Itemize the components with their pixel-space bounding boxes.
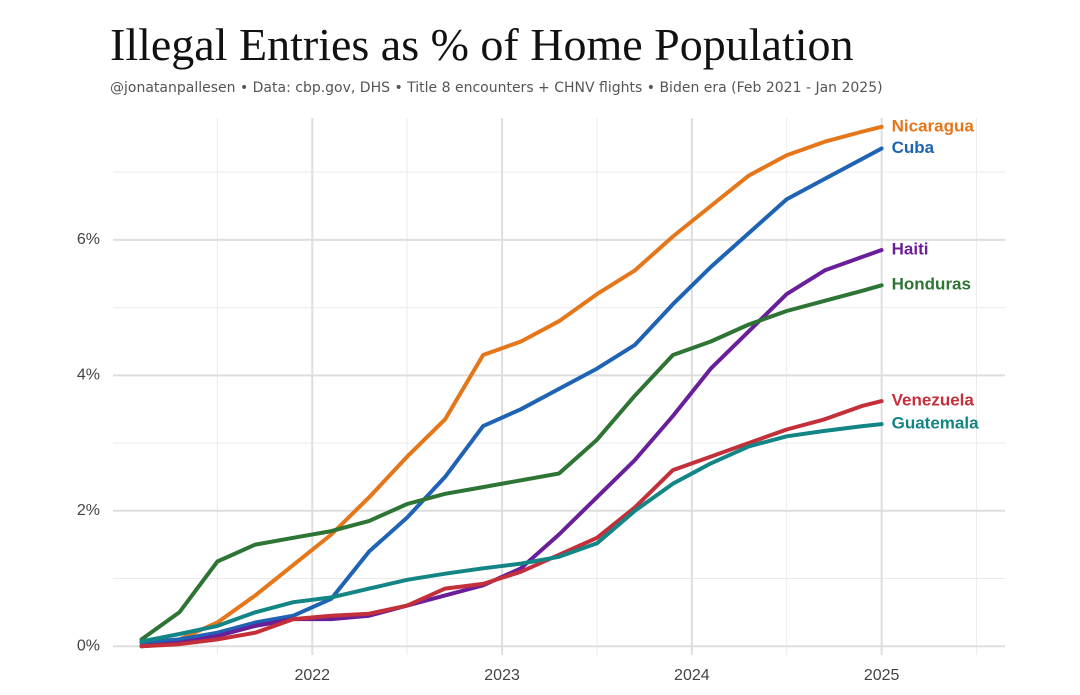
chart-subtitle: @jonatanpallesen • Data: cbp.gov, DHS • … bbox=[110, 80, 883, 96]
y-tick-label: 6% bbox=[77, 231, 100, 248]
series-line bbox=[139, 399, 884, 649]
legend-label: Nicaragua bbox=[892, 116, 975, 135]
legend-label: Haiti bbox=[892, 240, 929, 259]
chart-title: Illegal Entries as % of Home Population bbox=[110, 19, 854, 70]
x-tick-label: 2024 bbox=[674, 667, 710, 684]
series-line bbox=[139, 248, 884, 649]
x-tick-label: 2022 bbox=[294, 667, 330, 684]
y-tick-label: 0% bbox=[77, 637, 100, 654]
y-tick-label: 2% bbox=[77, 502, 100, 519]
series-line bbox=[139, 146, 884, 645]
series-line bbox=[139, 283, 884, 642]
legend-label: Venezuela bbox=[892, 391, 975, 410]
x-tick-label: 2023 bbox=[484, 667, 520, 684]
series-line bbox=[139, 124, 884, 649]
legend-label: Honduras bbox=[892, 275, 971, 294]
series-line bbox=[139, 422, 884, 644]
x-tick-label: 2025 bbox=[864, 667, 900, 684]
legend-label: Guatemala bbox=[892, 414, 979, 433]
legend-label: Cuba bbox=[892, 138, 935, 157]
y-tick-label: 4% bbox=[77, 367, 100, 384]
